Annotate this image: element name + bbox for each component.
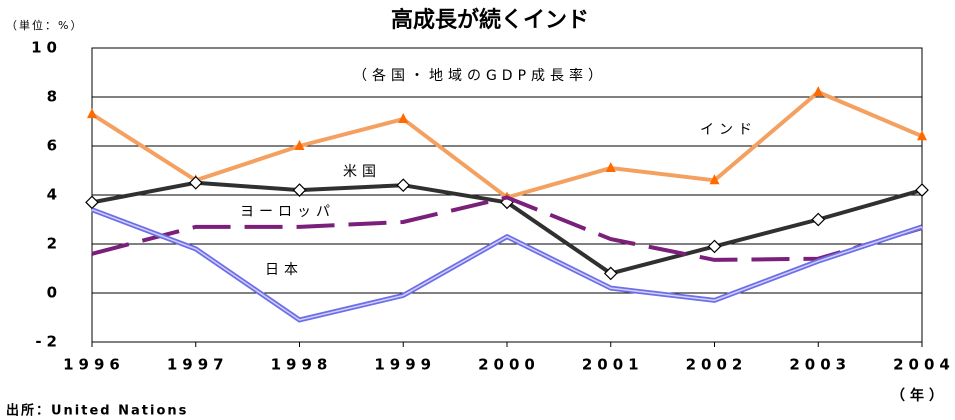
marker xyxy=(811,212,826,227)
marker xyxy=(87,108,97,119)
series-label: ヨーロッパ xyxy=(240,204,335,220)
marker xyxy=(603,266,618,281)
x-tick-label: 2002 xyxy=(686,356,748,374)
marker xyxy=(605,162,616,173)
series-label: 日本 xyxy=(265,262,303,278)
x-tick-label: 1996 xyxy=(63,356,125,374)
x-tick-label: 2000 xyxy=(478,356,540,374)
marker xyxy=(188,175,203,190)
chart-title: 高成長が続くインド xyxy=(391,7,589,33)
y-unit: （単位：%） xyxy=(6,18,83,32)
series-label: インド xyxy=(700,122,757,138)
marker xyxy=(294,140,305,150)
marker xyxy=(707,239,722,254)
series-line xyxy=(91,195,923,262)
source: 出所：United Nations xyxy=(6,403,188,419)
x-tick-label: 1998 xyxy=(271,356,333,374)
y-tick-label: 4 xyxy=(47,186,62,204)
marker xyxy=(398,113,409,124)
x-unit: （年） xyxy=(891,387,948,404)
marker xyxy=(813,86,824,97)
y-tick-label: 0 xyxy=(47,284,62,302)
y-tick-label: 8 xyxy=(47,88,62,106)
x-tick-label: 2004 xyxy=(893,356,955,374)
x-tick-label: 1999 xyxy=(374,356,436,374)
y-tick-label: 10 xyxy=(31,39,62,57)
y-tick-label: 2 xyxy=(47,235,62,253)
marker xyxy=(396,178,411,193)
x-tick-label: 2001 xyxy=(582,356,644,374)
marker xyxy=(915,183,929,197)
series-line-inner xyxy=(91,208,923,321)
marker xyxy=(709,174,720,185)
marker xyxy=(917,130,927,141)
x-tick-label: 2003 xyxy=(789,356,851,374)
marker xyxy=(292,183,307,197)
y-tick-label: 6 xyxy=(47,137,62,155)
y-tick-label: -2 xyxy=(35,333,62,351)
marker xyxy=(85,195,99,210)
series-label: 米国 xyxy=(343,164,381,180)
series-line xyxy=(90,89,923,200)
x-tick-label: 1997 xyxy=(167,356,229,374)
subtitle: （各国・地域のGDP成長率） xyxy=(353,67,607,84)
